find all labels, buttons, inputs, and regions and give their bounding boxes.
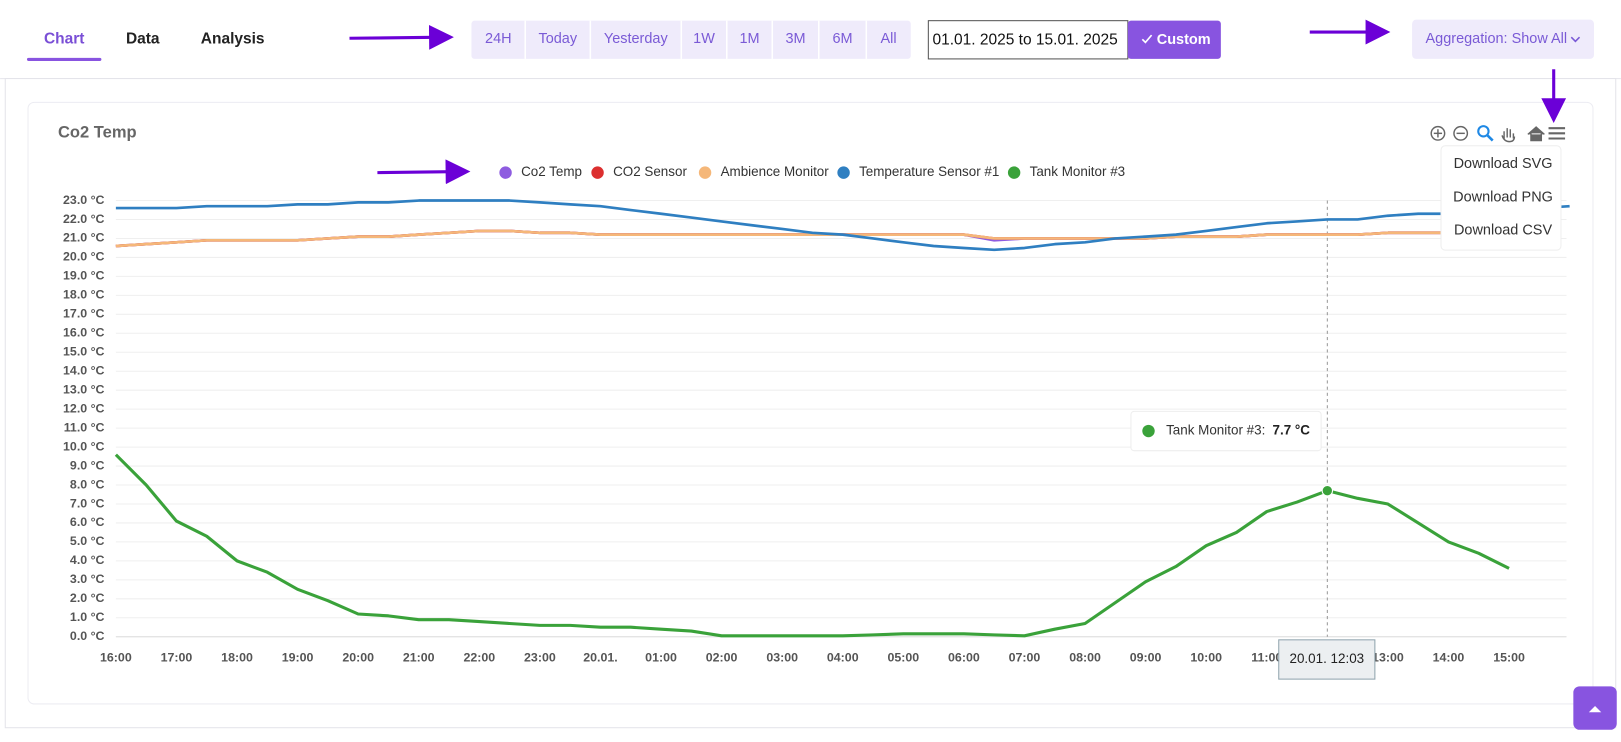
range-button[interactable]: 24H — [485, 31, 512, 47]
tab-underline — [26, 57, 102, 61]
date-range: 01.01. 2025 to 15.01. 2025 — [932, 31, 1117, 48]
y-tick-label: 17.0 °C — [63, 307, 105, 321]
legend-label[interactable]: Ambience Monitor — [721, 164, 830, 179]
check-icon — [1141, 34, 1153, 44]
x-tick-label: 09:00 — [1130, 651, 1162, 665]
y-tick-label: 21.0 °C — [63, 231, 105, 245]
tab[interactable]: Chart — [44, 30, 84, 47]
range-button[interactable]: All — [880, 31, 896, 47]
x-tick-label: 01:00 — [645, 651, 677, 665]
x-tick-label: 03:00 — [766, 651, 798, 665]
y-tick-label: 22.0 °C — [63, 212, 105, 226]
y-tick-label: 15.0 °C — [63, 345, 105, 359]
menu-item[interactable]: Download SVG — [1454, 156, 1553, 172]
y-tick-label: 11.0 °C — [64, 420, 105, 434]
chart-toolbar[interactable] — [1430, 125, 1566, 143]
y-tick-label: 9.0 °C — [70, 458, 105, 472]
legend-marker[interactable] — [837, 166, 850, 179]
x-tick-label: 14:00 — [1433, 651, 1465, 665]
custom-label: Custom — [1157, 32, 1211, 48]
x-tick-label: 16:00 — [100, 651, 132, 665]
range-button[interactable]: 1M — [739, 31, 759, 47]
chart-card — [27, 101, 1594, 705]
legend-label[interactable]: Tank Monitor #3 — [1030, 164, 1126, 179]
y-tick-label: 1.0 °C — [70, 610, 105, 624]
range-button[interactable]: 6M — [832, 31, 852, 47]
y-tick-label: 6.0 °C — [70, 515, 105, 529]
y-tick-label: 3.0 °C — [70, 572, 105, 586]
legend-marker[interactable] — [698, 166, 712, 179]
tab[interactable]: Data — [126, 30, 160, 47]
y-tick-label: 23.0 °C — [63, 193, 105, 207]
x-tick-label: 18:00 — [221, 651, 253, 665]
x-tick-label: 21:00 — [403, 651, 435, 665]
legend-label[interactable]: CO2 Sensor — [613, 164, 687, 179]
tooltip-series: Tank Monitor #3: — [1166, 423, 1265, 438]
y-tick-label: 8.0 °C — [70, 477, 105, 491]
x-tick-label: 19:00 — [282, 651, 314, 665]
chevron — [1570, 36, 1581, 43]
tab[interactable]: Analysis — [201, 30, 265, 47]
aggregation-button[interactable] — [1412, 19, 1595, 59]
menu-item[interactable]: Download PNG — [1453, 189, 1553, 205]
tooltip-marker — [1142, 424, 1155, 438]
y-tick-label: 5.0 °C — [70, 534, 105, 548]
x-tick-label: 11:00 — [1251, 651, 1282, 665]
x-tick-label: 20.01. — [583, 651, 617, 665]
y-tick-label: 18.0 °C — [63, 288, 105, 302]
x-tick-label: 07:00 — [1009, 651, 1041, 665]
x-tick-label: 10:00 — [1190, 651, 1222, 665]
chart-title: Co2 Temp — [58, 123, 137, 142]
x-tick-label: 17:00 — [161, 651, 193, 665]
x-tick-label: 08:00 — [1069, 651, 1101, 665]
arrow — [349, 24, 454, 50]
series-line — [115, 229, 1510, 248]
range-button[interactable]: 3M — [785, 31, 805, 47]
tooltip — [1130, 410, 1322, 452]
y-tick-label: 13.0 °C — [63, 382, 105, 396]
x-tick-label: 22:00 — [463, 651, 495, 665]
y-tick-label: 0.0 °C — [70, 629, 105, 643]
x-crosshair-label — [1278, 639, 1376, 680]
arrow — [377, 159, 471, 185]
x-tick-label: 05:00 — [887, 651, 919, 665]
x-tick-label: 15:00 — [1493, 651, 1525, 665]
y-tick-label: 10.0 °C — [63, 439, 105, 453]
y-tick-label: 12.0 °C — [63, 401, 105, 415]
legend-label[interactable]: Co2 Temp — [521, 164, 582, 179]
date-input[interactable] — [927, 20, 1129, 60]
range-button[interactable]: 1W — [693, 31, 715, 47]
y-tick-label: 2.0 °C — [70, 591, 105, 605]
y-tick-label: 4.0 °C — [70, 553, 105, 567]
x-tick-label: 06:00 — [948, 651, 980, 665]
x-tick-label: 13:00 — [1372, 651, 1404, 665]
hover-point — [1321, 485, 1334, 497]
export-menu — [1440, 145, 1562, 251]
series-line — [114, 453, 1510, 638]
y-tick-label: 14.0 °C — [63, 364, 105, 378]
series-line — [115, 199, 1570, 252]
x-tick-label: 20:00 — [342, 651, 374, 665]
custom-button[interactable] — [1127, 20, 1221, 59]
aggregation-label: Aggregation: Show All — [1426, 31, 1568, 47]
legend-marker[interactable] — [1007, 166, 1021, 179]
legend-label[interactable]: Temperature Sensor #1 — [859, 164, 999, 179]
legend-marker[interactable] — [591, 166, 604, 179]
x-tick-label: 04:00 — [827, 651, 859, 665]
x-tick-label: 23:00 — [524, 651, 556, 665]
y-tick-label: 20.0 °C — [63, 250, 105, 264]
x-crosshair-time: 20.01. 12:03 — [1289, 651, 1364, 666]
range-button[interactable]: Today — [538, 31, 577, 47]
range-button[interactable]: Yesterday — [604, 31, 669, 47]
menu-item[interactable]: Download CSV — [1454, 222, 1552, 238]
legend-marker[interactable] — [499, 166, 512, 179]
tooltip-value: 7.7 °C — [1273, 423, 1311, 438]
y-tick-label: 19.0 °C — [63, 269, 105, 283]
range-group — [471, 20, 911, 59]
y-tick-label: 16.0 °C — [63, 326, 105, 340]
y-tick-label: 7.0 °C — [70, 496, 105, 510]
x-tick-label: 02:00 — [706, 651, 738, 665]
